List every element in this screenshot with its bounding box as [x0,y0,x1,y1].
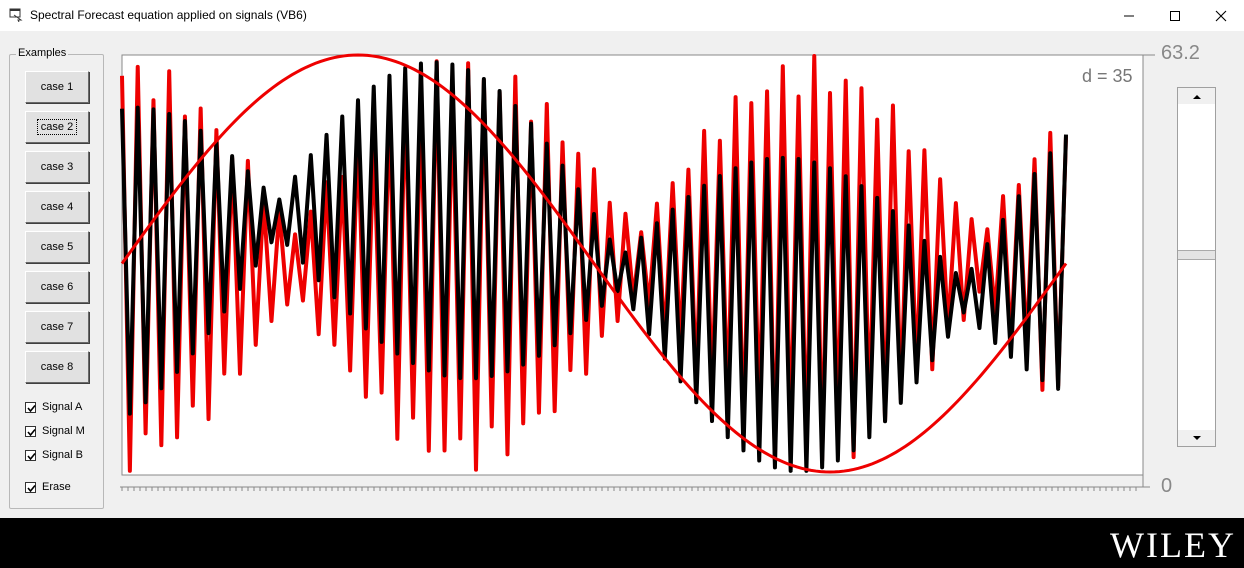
case-7-button[interactable]: case 7 [25,311,89,343]
signal-a-label: Signal A [42,401,83,413]
check-icon [27,428,36,436]
signal-sine-line [120,53,1068,474]
check-icon [27,452,36,460]
checkbox-box[interactable] [25,449,36,461]
case-8-label: case 8 [40,361,74,373]
signal-m-checkbox[interactable]: Signal M [25,424,85,438]
case-7-label: case 7 [40,321,74,333]
signal-plot [120,53,1155,491]
scroll-down-button[interactable] [1178,430,1215,446]
d-scrollbar[interactable] [1177,87,1216,447]
case-6-label: case 6 [40,281,74,293]
x-axis-ticks [121,487,1137,491]
maximize-icon [1170,10,1180,21]
signal-b-checkbox[interactable]: Signal B [25,448,83,462]
case-2-label: case 2 [36,119,78,135]
case-5-label: case 5 [40,241,74,253]
arrow-up-icon [1192,94,1201,99]
case-5-button[interactable]: case 5 [25,231,89,263]
checkbox-box[interactable] [25,425,36,437]
series-layer [120,53,1068,474]
case-6-button[interactable]: case 6 [25,271,89,303]
minimize-icon [1124,15,1134,16]
close-button[interactable] [1198,0,1244,31]
close-icon [1215,10,1227,21]
case-4-label: case 4 [40,201,74,213]
signal-m-line [120,60,1068,473]
scroll-up-button[interactable] [1178,88,1215,104]
minimize-button[interactable] [1106,0,1152,31]
case-8-button[interactable]: case 8 [25,351,89,383]
maximize-button[interactable] [1152,0,1198,31]
case-4-button[interactable]: case 4 [25,191,89,223]
case-1-button[interactable]: case 1 [25,71,89,103]
scroll-thumb[interactable] [1178,250,1215,260]
app-icon [9,8,23,22]
case-3-button[interactable]: case 3 [25,151,89,183]
examples-label: Examples [16,47,69,59]
signal-a-checkbox[interactable]: Signal A [25,400,82,414]
case-2-button[interactable]: case 2 [25,111,89,143]
erase-label: Erase [42,481,71,493]
check-icon [27,484,36,492]
signal-b-label: Signal B [42,449,83,461]
signal-m-label: Signal M [42,425,85,437]
y-min-label: 0 [1161,475,1173,497]
window-title: Spectral Forecast equation applied on si… [30,8,307,22]
case-1-label: case 1 [40,81,74,93]
title-bar[interactable]: Spectral Forecast equation applied on si… [0,0,1244,31]
checkbox-box[interactable] [25,401,36,413]
publisher-logo: WILEY [1110,525,1236,565]
erase-checkbox[interactable]: Erase [25,480,71,494]
y-max-label: 63.2 [1161,42,1200,64]
app-window: Spectral Forecast equation applied on si… [0,0,1244,518]
d-value-label: d = 35 [1082,66,1133,86]
checkbox-box[interactable] [25,481,36,493]
check-icon [27,404,36,412]
case-3-label: case 3 [40,161,74,173]
arrow-down-icon [1192,435,1201,440]
